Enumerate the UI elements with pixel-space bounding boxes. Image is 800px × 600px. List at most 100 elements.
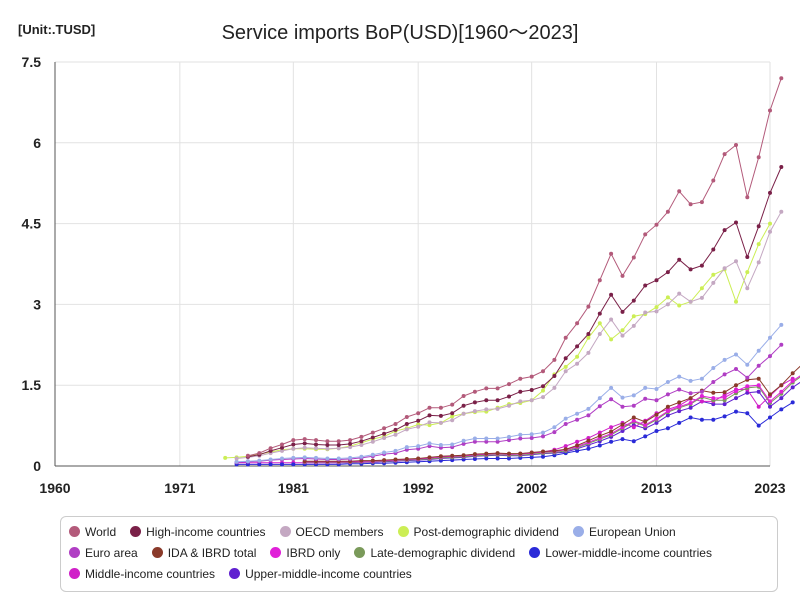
data-point (359, 454, 364, 459)
data-point (790, 385, 795, 390)
data-point (756, 389, 761, 394)
legend-item: Euro area (69, 542, 138, 563)
data-point (291, 446, 296, 451)
legend-item: Upper-middle-income countries (229, 563, 412, 584)
data-point (654, 222, 659, 227)
data-point (586, 350, 591, 355)
data-point (348, 455, 353, 460)
data-point (745, 270, 750, 275)
data-point (620, 328, 625, 333)
y-tick-label: 6 (33, 135, 41, 151)
data-point (404, 457, 409, 461)
data-point (631, 298, 636, 303)
data-point (541, 388, 545, 393)
data-point (654, 429, 659, 433)
data-point (711, 247, 716, 252)
data-point (677, 400, 682, 405)
data-point (677, 420, 682, 425)
data-point (620, 309, 625, 314)
data-point (722, 395, 727, 400)
data-point (382, 426, 387, 431)
data-point (597, 404, 602, 409)
data-point (768, 335, 772, 340)
data-point (745, 384, 750, 389)
data-point (370, 435, 375, 440)
data-point (461, 403, 466, 408)
data-point (677, 374, 682, 379)
data-point (722, 152, 727, 157)
legend-swatch (130, 526, 142, 537)
data-point (359, 439, 364, 444)
legend-label: Lower-middle-income countries (545, 545, 712, 560)
data-point (665, 270, 670, 275)
data-point (472, 409, 477, 414)
data-point (790, 378, 795, 383)
data-point (461, 394, 466, 398)
data-point (643, 310, 648, 315)
x-tick-label: 2023 (754, 480, 785, 496)
data-point (575, 448, 580, 453)
data-point (734, 299, 738, 304)
data-point (768, 404, 772, 409)
data-point (677, 387, 682, 392)
data-point (609, 317, 614, 322)
data-point (643, 419, 648, 424)
data-point (631, 403, 636, 408)
data-point (404, 427, 409, 432)
data-point (450, 411, 455, 416)
data-point (495, 439, 500, 444)
data-point (291, 438, 296, 443)
data-point (325, 439, 330, 444)
data-point (586, 446, 591, 451)
data-point (643, 232, 648, 237)
data-point (609, 385, 614, 390)
data-point (734, 220, 738, 225)
data-point (234, 459, 239, 464)
legend-item: IBRD only (270, 542, 340, 563)
data-point (631, 415, 636, 420)
legend-swatch (69, 547, 80, 558)
data-point (552, 357, 557, 362)
data-point (734, 389, 738, 394)
data-point (393, 448, 398, 453)
legend-item: High-income countries (130, 521, 266, 542)
data-point (688, 405, 693, 410)
data-point (257, 451, 262, 456)
data-point (654, 416, 659, 421)
data-point (722, 402, 727, 407)
data-point (711, 178, 716, 183)
y-tick-label: 3 (33, 296, 41, 312)
data-point (722, 414, 727, 419)
data-point (722, 228, 727, 233)
data-point (518, 389, 523, 394)
data-point (586, 304, 591, 309)
data-point (348, 438, 353, 443)
data-point (280, 456, 284, 461)
data-point (575, 344, 580, 349)
data-point (575, 411, 580, 416)
data-point (393, 432, 398, 437)
x-tick-label: 2013 (641, 480, 672, 496)
data-point (325, 446, 330, 451)
data-point (631, 323, 636, 328)
series-high-income-countries (245, 165, 784, 459)
data-point (654, 305, 659, 310)
data-point (382, 458, 387, 463)
data-point (699, 286, 704, 291)
data-point (336, 439, 341, 444)
data-point (280, 462, 284, 467)
data-point (404, 445, 409, 450)
data-point (620, 422, 625, 427)
data-point (518, 399, 523, 404)
data-point (461, 453, 466, 458)
data-point (325, 456, 330, 461)
data-point (416, 456, 421, 461)
series-line (225, 223, 771, 459)
data-point (768, 354, 772, 359)
data-point (552, 374, 557, 378)
data-point (586, 413, 591, 418)
data-point (699, 399, 704, 404)
legend-label: High-income countries (146, 524, 266, 539)
data-point (768, 229, 772, 234)
data-point (393, 457, 398, 462)
